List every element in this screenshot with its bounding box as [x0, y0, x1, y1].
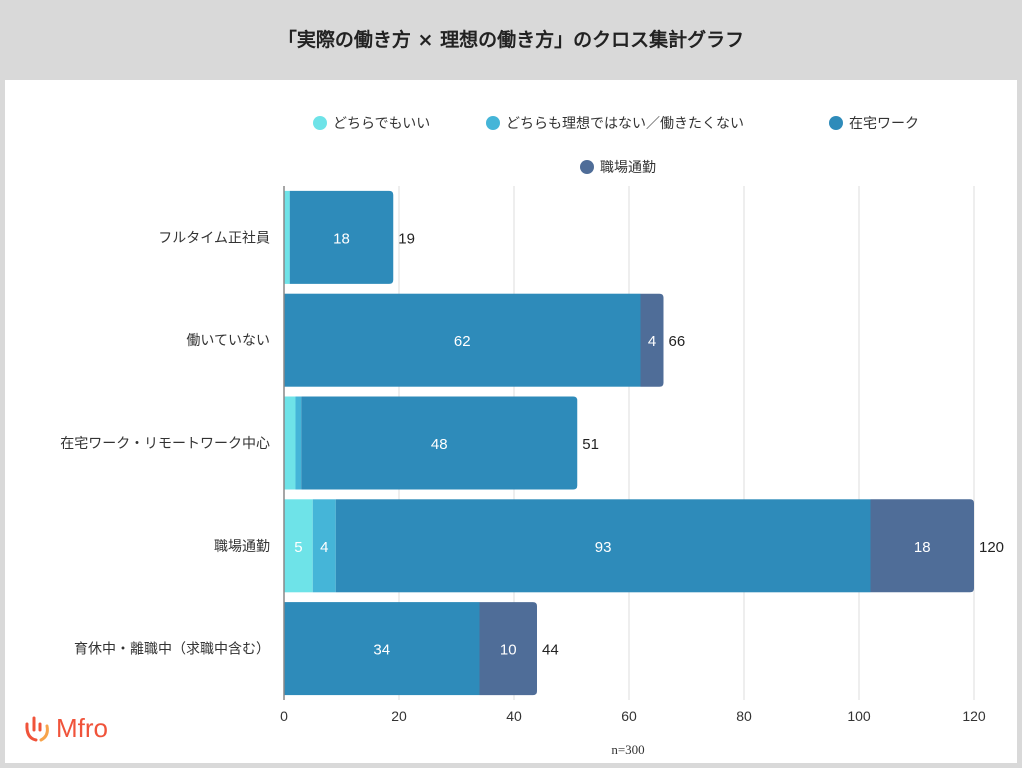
x-tick-label: 40: [506, 708, 522, 724]
legend-label: 在宅ワーク: [849, 116, 919, 132]
bar-segment: [640, 293, 664, 387]
category-label: 在宅ワーク・リモートワーク中心: [60, 436, 270, 452]
category-label: 育休中・離職中（求職中含む）: [74, 641, 270, 658]
bar-segment: [479, 602, 537, 696]
x-tick-label: 80: [736, 708, 752, 724]
legend-marker: [486, 116, 500, 130]
total-label: 19: [398, 230, 415, 247]
total-label: 44: [542, 642, 559, 659]
total-label: 51: [582, 436, 599, 453]
data-label: 5: [294, 539, 302, 556]
bar-segment: [289, 190, 394, 284]
data-label: 10: [500, 642, 517, 659]
sample-size-note: n=300: [611, 742, 644, 757]
category-label: 働いていない: [186, 333, 270, 349]
bar-segment: [284, 602, 480, 696]
bar-segment: [284, 396, 296, 490]
data-label: 48: [431, 436, 448, 453]
bar-segment: [870, 499, 974, 593]
x-tick-label: 60: [621, 708, 637, 724]
bar-segment: [312, 499, 336, 593]
logo-text: Mfro: [56, 713, 108, 743]
data-label: 4: [648, 333, 656, 350]
bar-segment: [284, 293, 641, 387]
bar-segment: [284, 499, 313, 593]
legend-label: どちらも理想ではない／働きたくない: [506, 116, 744, 132]
chart-title: 「実際の働き方 × 理想の働き方」のクロス集計グラフ: [277, 29, 745, 51]
legend-marker: [313, 116, 327, 130]
x-tick-label: 120: [962, 708, 986, 724]
mfro-logo: Mfro: [22, 713, 108, 744]
bar-segment: [301, 396, 578, 490]
x-tick-label: 20: [391, 708, 407, 724]
data-label: 18: [333, 230, 350, 247]
data-label: 4: [320, 539, 328, 556]
legend-marker: [580, 160, 594, 174]
x-tick-label: 0: [280, 708, 288, 724]
legend-marker: [829, 116, 843, 130]
bar-segment: [335, 499, 871, 593]
category-label: 職場通勤: [214, 539, 270, 555]
legend-label: どちらでもいい: [333, 116, 430, 132]
category-label: フルタイム正社員: [158, 230, 270, 246]
logo-hand-icon: [25, 716, 49, 741]
bar-segment: [284, 190, 290, 284]
data-label: 93: [595, 539, 612, 556]
data-label: 18: [914, 539, 931, 556]
total-label: 66: [669, 333, 686, 350]
bar-segment: [295, 396, 302, 490]
data-label: 34: [373, 642, 390, 659]
data-label: 62: [454, 333, 471, 350]
legend-label: 職場通勤: [600, 160, 656, 176]
total-label: 120: [979, 539, 1004, 556]
x-tick-label: 100: [847, 708, 871, 724]
